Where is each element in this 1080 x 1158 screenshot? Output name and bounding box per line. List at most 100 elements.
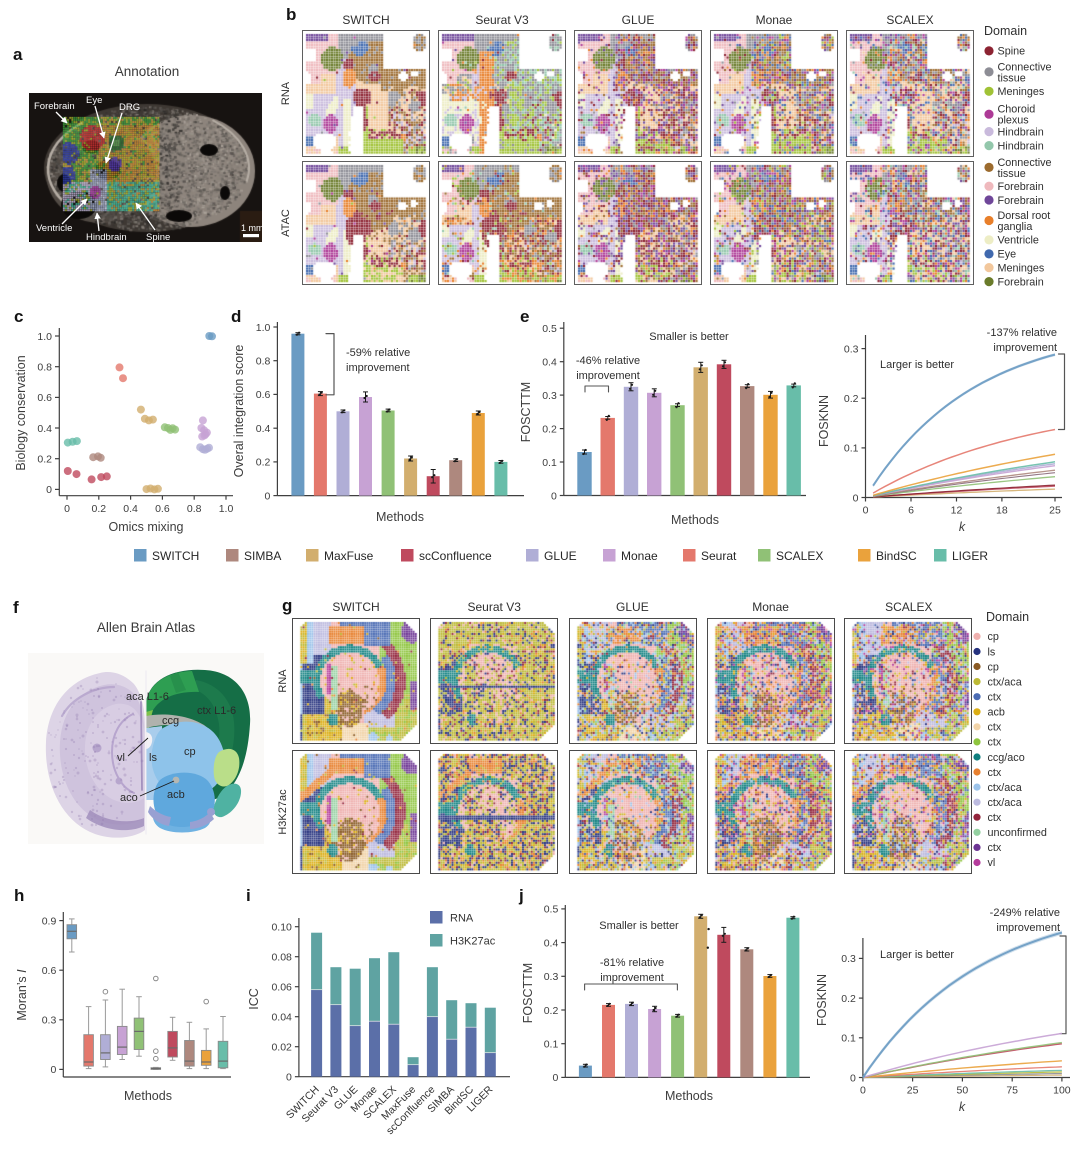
svg-text:Larger is better: Larger is better bbox=[880, 949, 954, 961]
svg-text:0.6: 0.6 bbox=[42, 965, 57, 977]
svg-text:FOSKNN: FOSKNN bbox=[817, 395, 831, 447]
svg-text:DRG: DRG bbox=[119, 102, 140, 113]
svg-text:Smaller is better: Smaller is better bbox=[649, 331, 729, 343]
svg-text:0.4: 0.4 bbox=[544, 937, 559, 949]
svg-text:ccg/aco: ccg/aco bbox=[988, 752, 1025, 764]
svg-text:aca L1-6: aca L1-6 bbox=[126, 691, 169, 703]
svg-text:SIMBA: SIMBA bbox=[244, 549, 281, 563]
svg-text:tissue: tissue bbox=[998, 168, 1026, 180]
svg-text:SCALEX: SCALEX bbox=[885, 600, 932, 614]
svg-text:GLUE: GLUE bbox=[622, 13, 655, 27]
svg-text:e: e bbox=[520, 307, 529, 326]
svg-text:0.04: 0.04 bbox=[271, 1012, 292, 1024]
svg-text:Hindbrain: Hindbrain bbox=[998, 126, 1044, 138]
svg-text:plexus: plexus bbox=[998, 115, 1030, 127]
svg-text:0: 0 bbox=[265, 490, 271, 502]
svg-text:Omics mixing: Omics mixing bbox=[108, 520, 183, 534]
svg-text:18: 18 bbox=[996, 505, 1008, 517]
svg-text:ATAC: ATAC bbox=[280, 209, 292, 237]
svg-text:0: 0 bbox=[552, 1072, 558, 1084]
svg-text:0.8: 0.8 bbox=[256, 356, 271, 368]
svg-text:SCALEX: SCALEX bbox=[776, 549, 823, 563]
svg-text:i: i bbox=[246, 886, 251, 905]
svg-text:Forebrain: Forebrain bbox=[998, 181, 1044, 193]
svg-text:FOSCTTM: FOSCTTM bbox=[519, 382, 533, 442]
svg-text:Methods: Methods bbox=[665, 1089, 713, 1103]
svg-text:improvement: improvement bbox=[993, 342, 1057, 354]
svg-text:Methods: Methods bbox=[671, 513, 719, 527]
svg-text:1.0: 1.0 bbox=[37, 331, 52, 343]
svg-text:ls: ls bbox=[988, 646, 996, 658]
svg-text:0.6: 0.6 bbox=[256, 389, 271, 401]
svg-text:Monae: Monae bbox=[752, 600, 789, 614]
svg-text:ctx L1-6: ctx L1-6 bbox=[197, 705, 236, 717]
svg-text:0: 0 bbox=[551, 490, 557, 502]
svg-text:0.4: 0.4 bbox=[256, 423, 271, 435]
svg-text:MaxFuse: MaxFuse bbox=[324, 549, 374, 563]
svg-text:Spine: Spine bbox=[146, 232, 170, 243]
svg-text:6: 6 bbox=[908, 505, 914, 517]
svg-text:FOSCTTM: FOSCTTM bbox=[521, 963, 535, 1023]
svg-text:Choroid: Choroid bbox=[998, 104, 1036, 116]
svg-text:1 mm: 1 mm bbox=[241, 223, 264, 233]
svg-text:Monae: Monae bbox=[756, 13, 793, 27]
svg-text:Allen Brain Atlas: Allen Brain Atlas bbox=[97, 620, 196, 635]
svg-text:SWITCH: SWITCH bbox=[332, 600, 379, 614]
svg-text:vl: vl bbox=[117, 752, 125, 764]
svg-text:0.5: 0.5 bbox=[544, 904, 559, 916]
svg-text:Moran’s I: Moran’s I bbox=[15, 969, 29, 1021]
svg-text:-59% relative: -59% relative bbox=[346, 347, 410, 359]
svg-text:0.3: 0.3 bbox=[841, 953, 856, 965]
svg-text:ctx: ctx bbox=[988, 737, 1002, 749]
svg-text:0.2: 0.2 bbox=[841, 993, 856, 1005]
svg-text:0.6: 0.6 bbox=[155, 503, 170, 515]
svg-text:f: f bbox=[13, 598, 19, 617]
svg-text:Connective: Connective bbox=[998, 61, 1052, 73]
svg-text:H3K27ac: H3K27ac bbox=[277, 789, 289, 835]
svg-text:Annotation: Annotation bbox=[115, 64, 180, 79]
svg-text:RNA: RNA bbox=[450, 913, 474, 925]
svg-text:c: c bbox=[14, 307, 23, 326]
svg-text:improvement: improvement bbox=[600, 972, 664, 984]
svg-text:ctx/aca: ctx/aca bbox=[988, 782, 1022, 794]
svg-text:0.9: 0.9 bbox=[42, 915, 57, 927]
svg-text:12: 12 bbox=[951, 505, 963, 517]
svg-text:BindSC: BindSC bbox=[876, 549, 917, 563]
svg-text:0: 0 bbox=[860, 1085, 866, 1097]
svg-text:k: k bbox=[959, 520, 966, 534]
svg-text:0.2: 0.2 bbox=[844, 393, 859, 405]
svg-text:Dorsal root: Dorsal root bbox=[998, 210, 1051, 222]
svg-text:acb: acb bbox=[167, 789, 185, 801]
svg-text:Eye: Eye bbox=[86, 95, 102, 106]
svg-text:cp: cp bbox=[988, 661, 999, 673]
svg-text:SWITCH: SWITCH bbox=[342, 13, 389, 27]
svg-text:ctx: ctx bbox=[988, 692, 1002, 704]
svg-text:ICC: ICC bbox=[247, 988, 261, 1010]
svg-text:1.0: 1.0 bbox=[219, 503, 234, 515]
svg-text:0.4: 0.4 bbox=[37, 423, 52, 435]
svg-text:50: 50 bbox=[957, 1085, 969, 1097]
svg-text:25: 25 bbox=[907, 1085, 919, 1097]
svg-text:Meninges: Meninges bbox=[998, 86, 1045, 98]
svg-text:0.2: 0.2 bbox=[91, 503, 106, 515]
svg-text:0.1: 0.1 bbox=[542, 457, 557, 469]
svg-text:Biology conservation: Biology conservation bbox=[14, 355, 28, 470]
svg-text:0.8: 0.8 bbox=[37, 362, 52, 374]
svg-text:0.8: 0.8 bbox=[187, 503, 202, 515]
svg-text:0.06: 0.06 bbox=[271, 982, 292, 994]
svg-text:unconfirmed: unconfirmed bbox=[988, 827, 1047, 839]
svg-text:-46% relative: -46% relative bbox=[576, 355, 640, 367]
svg-text:H3K27ac: H3K27ac bbox=[450, 936, 496, 948]
svg-text:0: 0 bbox=[286, 1072, 292, 1084]
svg-text:k: k bbox=[959, 1100, 966, 1114]
svg-text:j: j bbox=[518, 886, 524, 905]
svg-text:0.3: 0.3 bbox=[544, 971, 559, 983]
svg-text:Methods: Methods bbox=[376, 510, 424, 524]
svg-text:Seurat V3: Seurat V3 bbox=[468, 600, 522, 614]
svg-text:b: b bbox=[286, 5, 296, 24]
svg-text:FOSKNN: FOSKNN bbox=[815, 974, 829, 1026]
svg-text:LIGER: LIGER bbox=[952, 549, 988, 563]
svg-text:Seurat V3: Seurat V3 bbox=[475, 13, 529, 27]
svg-text:a: a bbox=[13, 45, 23, 64]
svg-text:0: 0 bbox=[46, 484, 52, 496]
